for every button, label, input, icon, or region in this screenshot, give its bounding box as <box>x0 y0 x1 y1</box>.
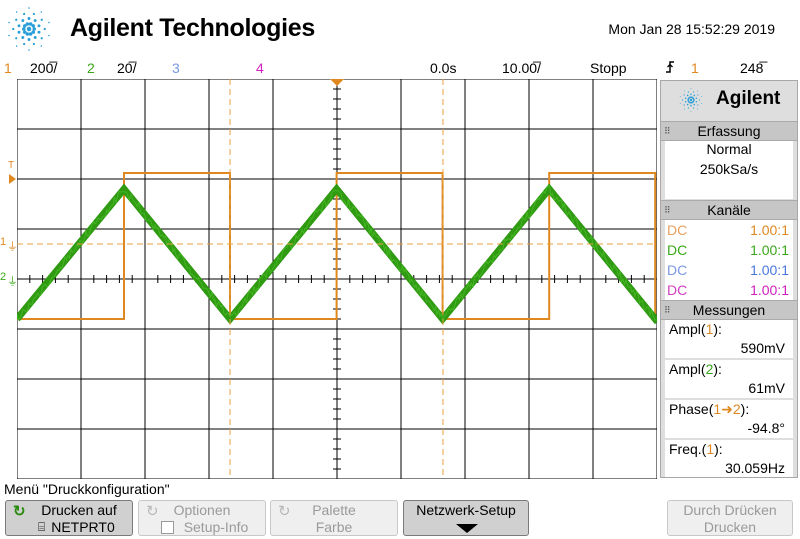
channels-header[interactable]: ⠿ Kanäle <box>661 200 797 220</box>
channels-box[interactable]: DC 1.00:1 DC 1.00:1 DC 1.00:1 DC 1.00:1 <box>665 220 793 300</box>
channel-row-4[interactable]: DC 1.00:1 <box>667 280 791 300</box>
logo-dots <box>8 7 50 51</box>
channel-coupling: DC <box>667 280 687 300</box>
measurement-item[interactable]: Freq.(1): 30.059Hz <box>665 440 793 477</box>
channel-probe: 1.00:1 <box>750 220 789 240</box>
acquisition-mode: Normal <box>665 141 793 157</box>
channel-coupling: DC <box>667 220 687 240</box>
timebase[interactable]: 10.00̅/ <box>502 60 541 76</box>
ch1-scale[interactable]: 200̅/ <box>30 60 57 76</box>
agilent-logo-icon <box>6 6 52 52</box>
measurement-item[interactable]: Ampl(1): 590mV <box>665 320 793 358</box>
channel-coupling: DC <box>667 260 687 280</box>
ground-icon: ⏚ <box>7 273 18 289</box>
ch2-scale[interactable]: 20̅/ <box>117 60 136 76</box>
softkey-value: Drucken <box>668 519 792 535</box>
ch2-number[interactable]: 2 <box>87 60 95 76</box>
trigger-edge-icon <box>664 58 676 79</box>
acquisition-box[interactable]: Normal 250kSa/s <box>665 141 793 199</box>
logo-dots <box>680 88 702 111</box>
measurement-value: 590mV <box>741 340 785 356</box>
trigger-level-marker[interactable]: T <box>8 160 14 171</box>
grip-icon: ⠿ <box>664 122 671 140</box>
measurement-label: Freq.(1): <box>669 441 723 457</box>
measurements-header[interactable]: ⠿ Messungen <box>661 300 797 320</box>
side-panel: Agilent ⠿ Erfassung Normal 250kSa/s ⠿ Ka… <box>660 80 798 478</box>
softkey-label: Drucken auf <box>16 502 142 518</box>
ch1-ground-marker[interactable]: 1 <box>0 236 6 248</box>
datetime-display: Mon Jan 28 15:52:29 2019 <box>608 21 775 37</box>
menu-title: Menü "Druckkonfiguration" <box>4 481 170 497</box>
measurement-label: Ampl(2): <box>669 361 722 377</box>
trigger-level-arrow-icon <box>9 174 16 184</box>
softkey-value: Setup-Info <box>153 519 279 535</box>
ch1-number[interactable]: 1 <box>4 60 12 76</box>
softkey-network-setup[interactable]: Netzwerk-Setup <box>403 500 529 536</box>
measurement-value: 61mV <box>748 380 785 396</box>
ch2-ground-marker[interactable]: 2 <box>0 271 6 283</box>
softkey-label: Netzwerk-Setup <box>404 502 528 518</box>
channel-coupling: DC <box>667 240 687 260</box>
ground-icon: ⏚ <box>7 238 18 254</box>
ch4-number[interactable]: 4 <box>256 60 264 76</box>
grip-icon: ⠿ <box>664 301 671 319</box>
submenu-arrow-icon <box>456 524 478 533</box>
side-brand: Agilent <box>661 81 797 119</box>
status-bar: 1 200̅/ 2 20̅/ 3 4 0.0s 10.00̅/ Stopp 1 … <box>0 58 800 78</box>
measurement-value: -94.8° <box>747 420 785 436</box>
run-state[interactable]: Stopp <box>590 60 627 76</box>
measurement-item[interactable]: Ampl(2): 61mV <box>665 360 793 398</box>
time-reference-marker[interactable] <box>330 79 344 86</box>
softkey-label: Optionen <box>139 502 265 518</box>
trigger-channel[interactable]: 1 <box>691 60 699 76</box>
softkey-print-to[interactable]: ↻ Drucken auf ⌸ NETPRT0 <box>5 500 133 536</box>
grip-icon: ⠿ <box>664 201 671 219</box>
channel-probe: 1.00:1 <box>750 240 789 260</box>
measurement-item[interactable]: Phase(1➜2): -94.8° <box>665 400 793 438</box>
softkey-options[interactable]: ↻ Optionen Setup-Info <box>138 500 266 536</box>
softkey-value: NETPRT0 <box>20 519 146 535</box>
measurement-label: Ampl(1): <box>669 321 722 337</box>
softkey-label: Durch Drücken <box>668 502 792 518</box>
brand-title: Agilent Technologies <box>70 14 315 43</box>
measurement-value: 30.059Hz <box>725 460 785 476</box>
measurement-label: Phase(1➜2): <box>669 401 749 418</box>
channel-probe: 1.00:1 <box>750 280 789 300</box>
sample-rate: 250kSa/s <box>665 161 793 177</box>
ch3-number[interactable]: 3 <box>172 60 180 76</box>
agilent-small-logo-icon <box>678 87 704 113</box>
softkey-label: Palette <box>271 502 397 518</box>
time-offset[interactable]: 0.0s <box>430 60 456 76</box>
waveform-display[interactable] <box>17 79 657 479</box>
channel-row-2[interactable]: DC 1.00:1 <box>667 240 791 260</box>
trigger-level[interactable]: 248̅ <box>740 60 763 76</box>
softkey-palette[interactable]: ↻ Palette Farbe <box>270 500 398 536</box>
acquisition-header[interactable]: ⠿ Erfassung <box>661 121 797 141</box>
channel-row-3[interactable]: DC 1.00:1 <box>667 260 791 280</box>
softkey-press-to-print[interactable]: Durch Drücken Drucken <box>667 500 793 536</box>
softkey-value: Farbe <box>271 519 397 535</box>
channel-probe: 1.00:1 <box>750 260 789 280</box>
channel-row-1[interactable]: DC 1.00:1 <box>667 220 791 240</box>
